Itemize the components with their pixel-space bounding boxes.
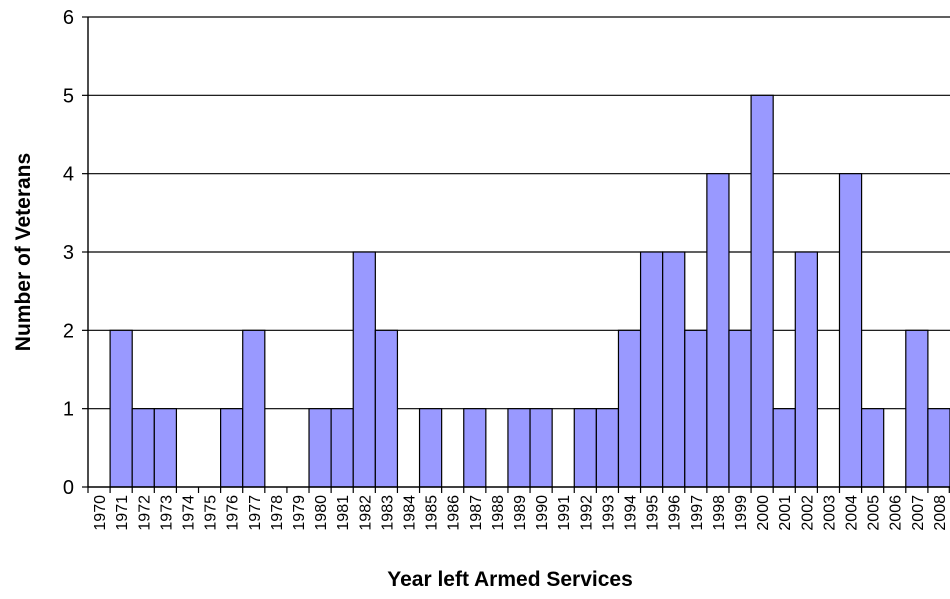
x-tick-label: 2003	[821, 495, 838, 531]
x-tick-label: 1988	[490, 495, 507, 531]
bar-1971	[109, 329, 133, 488]
bar-1989	[507, 408, 531, 488]
bar-1993	[595, 408, 620, 488]
x-tick-label: 2004	[844, 495, 861, 531]
bar-2004	[838, 173, 863, 488]
y-tick-label: 2	[63, 320, 74, 342]
bar-1976	[220, 408, 244, 488]
bar-1973	[153, 408, 178, 488]
bar-1998	[706, 173, 730, 488]
x-tick-label: 1996	[667, 495, 684, 531]
x-tick-label: 1995	[645, 495, 662, 531]
y-tick-label: 4	[63, 164, 74, 186]
x-tick-label: 1973	[158, 495, 175, 531]
y-tick-label: 6	[63, 7, 74, 29]
bar-1982	[352, 251, 376, 488]
x-tick-label: 1975	[203, 495, 220, 531]
bar-2002	[794, 251, 818, 488]
gridlines	[88, 16, 950, 410]
x-tick-label: 1986	[446, 495, 463, 531]
axes	[82, 16, 950, 493]
bar-2007	[905, 329, 929, 488]
x-tick-label: 2002	[799, 495, 816, 531]
bar-1994	[617, 329, 642, 488]
x-tick-label: 2008	[932, 495, 949, 531]
x-tick-label: 1971	[114, 495, 131, 531]
y-axis-title: Number of Veterans	[12, 153, 35, 351]
x-tick-label: 1981	[335, 495, 352, 531]
x-tick-label: 1976	[225, 495, 242, 531]
x-tick-label: 2005	[866, 495, 883, 531]
x-tick-label: 1982	[357, 495, 374, 531]
x-tick-label: 1979	[291, 495, 308, 531]
bar-1981	[330, 408, 354, 488]
bar-1983	[374, 329, 399, 488]
x-tick-label: 1993	[600, 495, 617, 531]
y-tick-label: 3	[63, 242, 74, 264]
x-axis-title: Year left Armed Services	[387, 568, 633, 591]
x-tick-label: 1991	[556, 495, 573, 531]
bar-1999	[728, 329, 752, 488]
x-tick-label: 1978	[269, 495, 286, 531]
bar-1977	[242, 329, 266, 488]
x-tick-label: 1987	[468, 495, 485, 531]
bar-1972	[131, 408, 155, 488]
bar-2005	[860, 408, 885, 488]
x-tick-label: 1972	[136, 495, 153, 531]
x-tick-label: 2001	[777, 495, 794, 531]
bar-1990	[529, 408, 553, 488]
x-tick-label: 1992	[578, 495, 595, 531]
x-tick-label: 1994	[623, 495, 640, 531]
x-tick-label: 1974	[180, 495, 197, 531]
x-tick-label: 1985	[424, 495, 441, 531]
bar-1987	[463, 408, 487, 488]
y-tick-label: 1	[63, 399, 74, 421]
x-tick-label: 2006	[888, 495, 905, 531]
x-tick-label: 1983	[379, 495, 396, 531]
x-tick-label: 1998	[711, 495, 728, 531]
y-tick-label: 0	[63, 477, 74, 499]
tick-labels: 0 1 2 3 4 5 6 1970 1971 1972 1973 1974 1975 1976 1977 1…	[63, 7, 949, 531]
bar-1992	[573, 408, 597, 488]
bar-1995	[639, 251, 664, 488]
x-tick-label: 1977	[247, 495, 264, 531]
x-tick-label: 1980	[313, 495, 330, 531]
bars	[109, 94, 950, 488]
x-tick-label: 1989	[512, 495, 529, 531]
x-tick-label: 1970	[92, 495, 109, 531]
bar-1980	[308, 408, 332, 488]
bar-1996	[662, 251, 686, 488]
x-tick-label: 1997	[689, 495, 706, 531]
y-tick-label: 5	[63, 85, 74, 107]
x-tick-label: 1984	[401, 495, 418, 531]
bar-2001	[772, 408, 796, 488]
bar-1997	[684, 329, 708, 488]
bar-2008	[927, 408, 950, 488]
x-tick-label: 1999	[733, 495, 750, 531]
x-tick-label: 2007	[910, 495, 927, 531]
bar-1985	[418, 408, 443, 488]
bar-2000	[750, 94, 774, 488]
x-tick-label: 2000	[755, 495, 772, 531]
x-tick-label: 1990	[534, 495, 551, 531]
